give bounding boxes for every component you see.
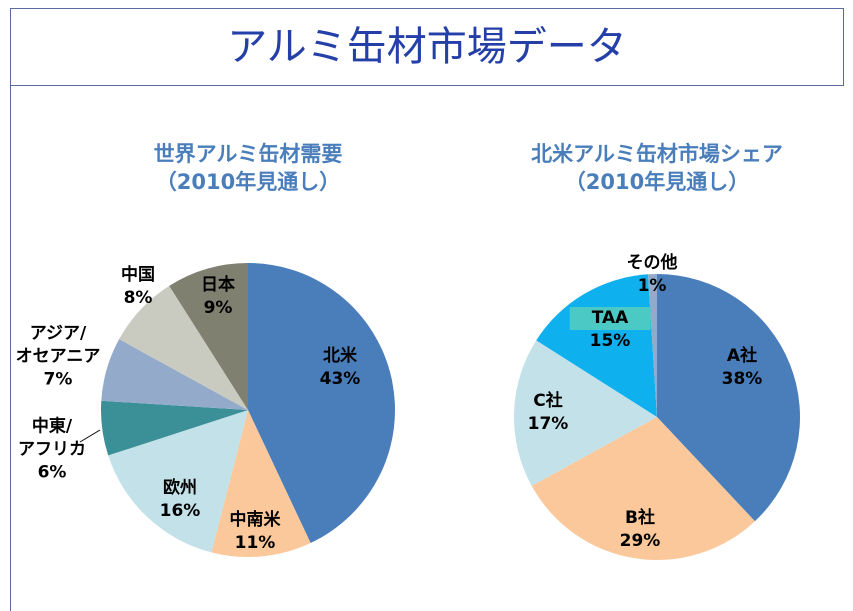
pie-slice (101, 400, 248, 456)
category-label: 日本 (201, 275, 235, 295)
category-label: その他 (626, 253, 678, 273)
chart-title: 北米アルミ缶材市場シェア (531, 142, 783, 166)
frame-line (10, 86, 11, 611)
category-label: アジア/ オセアニア (15, 323, 101, 367)
slice-label: その他 1% (627, 252, 678, 298)
slice-label: 日本 9% (201, 274, 235, 320)
value-label: 15% (589, 331, 631, 351)
chart-title-block: 北米アルミ缶材市場シェア （2010年見通し） (467, 140, 847, 196)
category-label: C社 (533, 391, 563, 411)
slice-label: 中国 8% (121, 264, 155, 310)
pie-slice (108, 410, 248, 553)
title-frame (10, 8, 844, 86)
category-label: 欧州 (162, 478, 197, 498)
category-label: 北米 (322, 346, 357, 366)
value-label: 9% (203, 298, 233, 318)
chart-subtitle: （2010年見通し） (155, 170, 341, 194)
category-label: 中南米 (229, 510, 281, 530)
pie-slice (531, 417, 755, 560)
slice-label: TAA 15% (569, 307, 651, 353)
pie-slice (169, 263, 248, 410)
pie-slice (211, 410, 311, 557)
value-label: 7% (43, 369, 73, 390)
chart-title-block: 世界アルミ缶材需要 （2010年見通し） (58, 140, 438, 196)
slide-title: アルミ缶材市場データ (227, 24, 627, 70)
value-label: 1% (637, 276, 667, 296)
value-label: 29% (619, 531, 661, 551)
chart-title: 世界アルミ缶材需要 (153, 142, 343, 166)
slice-label: A社 38% (722, 345, 763, 391)
category-label: B社 (625, 508, 655, 528)
slice-label: 北米 43% (320, 345, 361, 391)
slice-label: 中南米 11% (230, 509, 281, 555)
pie-slice (101, 339, 248, 410)
slice-label: 欧州 16% (160, 477, 201, 523)
value-label: 17% (527, 414, 569, 434)
value-label: 16% (159, 501, 201, 521)
slice-label: 中東/ アフリカ 6% (18, 416, 86, 485)
leader-line (79, 429, 101, 443)
pie-slice (514, 340, 657, 486)
category-label: 中国 (121, 265, 155, 285)
slice-label: C社 17% (528, 390, 569, 436)
value-label: 8% (123, 288, 153, 308)
pie-slice (248, 263, 395, 544)
category-label: A社 (726, 346, 758, 366)
pie-slice (119, 285, 248, 410)
slice-label: アジア/ オセアニア 7% (16, 323, 101, 392)
value-label: 43% (319, 369, 361, 389)
pie-slice (657, 274, 800, 522)
value-label: 11% (234, 533, 276, 553)
value-label: 6% (37, 462, 67, 483)
slice-label: B社 29% (620, 507, 661, 553)
value-label: 38% (721, 369, 763, 389)
chart-subtitle: （2010年見通し） (564, 170, 750, 194)
category-label: TAA (569, 307, 651, 330)
category-label: 中東/ アフリカ (18, 416, 86, 460)
